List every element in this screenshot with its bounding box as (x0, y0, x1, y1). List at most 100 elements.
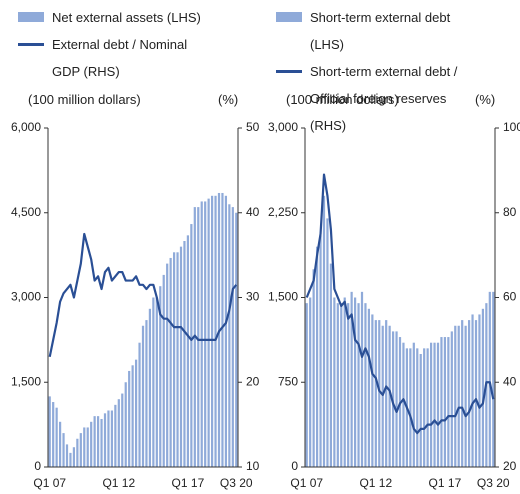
legend-item: Short-term external debt / Official fore… (276, 58, 476, 139)
y2-axis-label: (%) (218, 92, 239, 107)
bar (86, 427, 89, 467)
bar (474, 320, 478, 467)
y2-tick-label: 60 (503, 290, 517, 304)
bar (197, 207, 200, 467)
bar (319, 235, 322, 467)
y-tick-label: 0 (291, 459, 298, 473)
bar (176, 252, 179, 467)
x-tick-label: Q1 17 (172, 476, 205, 490)
bar (69, 452, 72, 467)
bar (207, 198, 210, 467)
legend-swatch (18, 43, 44, 46)
bar (388, 325, 391, 467)
y2-tick-label: 100 (503, 120, 520, 134)
bar (385, 320, 388, 467)
bar (433, 342, 436, 467)
bar (395, 331, 398, 467)
bar (322, 195, 326, 468)
bar (488, 291, 491, 467)
bar (447, 337, 450, 467)
bar (350, 291, 353, 467)
line (305, 173, 495, 435)
bar (55, 407, 58, 467)
bar (131, 365, 134, 467)
bar (402, 342, 405, 467)
bar (357, 303, 360, 467)
bar (329, 263, 333, 467)
bar (315, 246, 319, 467)
bar (166, 263, 169, 467)
bar (436, 342, 440, 467)
bar (336, 303, 339, 467)
bar (235, 212, 238, 467)
bar (141, 325, 145, 467)
y2-tick-label: 50 (246, 120, 260, 134)
bar (83, 427, 86, 467)
y-tick-label: 750 (278, 374, 298, 388)
y2-tick-label: 20 (246, 374, 260, 388)
y-axis-label: (100 million dollars) (286, 92, 399, 107)
y2-tick-label: 40 (503, 374, 517, 388)
bar (464, 325, 467, 467)
x-tick-label: Q1 17 (429, 476, 462, 490)
y2-tick-label: 80 (503, 205, 517, 219)
bar (169, 257, 172, 467)
bar (231, 207, 234, 467)
bar (457, 325, 460, 467)
y-tick-label: 1,500 (268, 290, 298, 304)
x-tick-label: Q1 07 (290, 476, 323, 490)
bar (467, 320, 471, 467)
bar (371, 314, 374, 467)
bar (419, 354, 422, 467)
bar (478, 314, 481, 467)
bar (347, 303, 350, 467)
bar (90, 421, 93, 467)
bar (210, 195, 214, 468)
bar (190, 224, 193, 467)
y-tick-label: 3,000 (11, 290, 41, 304)
y-axis-label: (100 million dollars) (28, 92, 141, 107)
bar (450, 331, 453, 467)
bar (326, 218, 329, 467)
bar (309, 297, 312, 467)
y2-tick-label: 40 (246, 205, 260, 219)
bar (134, 359, 138, 467)
bar (364, 303, 367, 467)
bar (159, 286, 162, 467)
bar (48, 396, 51, 467)
y-tick-label: 6,000 (11, 120, 41, 134)
bar (416, 348, 419, 467)
legend: Net external assets (LHS) External debt /… (18, 4, 218, 85)
bar (186, 235, 190, 467)
x-tick-label: Q1 07 (33, 476, 66, 490)
legend-item: External debt / Nominal GDP (RHS) (18, 31, 218, 85)
bar (440, 337, 443, 467)
bar (461, 320, 464, 467)
legend-label: External debt / Nominal GDP (RHS) (52, 37, 188, 79)
bar (52, 402, 55, 467)
bar (381, 325, 384, 467)
bar (179, 246, 183, 467)
bar (454, 325, 457, 467)
legend-item: Net external assets (LHS) (18, 4, 218, 31)
bar (128, 370, 131, 467)
bar (360, 291, 364, 467)
y-tick-label: 4,500 (11, 205, 41, 219)
bar (162, 274, 165, 467)
bar (412, 342, 415, 467)
bar (374, 320, 377, 467)
bar (353, 297, 357, 467)
bar (183, 241, 186, 467)
bar (200, 201, 203, 467)
legend-label: Short-term external debt (LHS) (310, 10, 451, 52)
bar (312, 269, 315, 467)
bar (214, 195, 217, 468)
legend: Short-term external debt (LHS) Short-term… (276, 4, 476, 139)
bar (155, 297, 158, 467)
bar (221, 192, 224, 467)
bar (423, 348, 426, 467)
bar (204, 201, 207, 467)
y2-axis-label: (%) (475, 92, 496, 107)
bar (103, 413, 107, 467)
bar (152, 297, 155, 467)
